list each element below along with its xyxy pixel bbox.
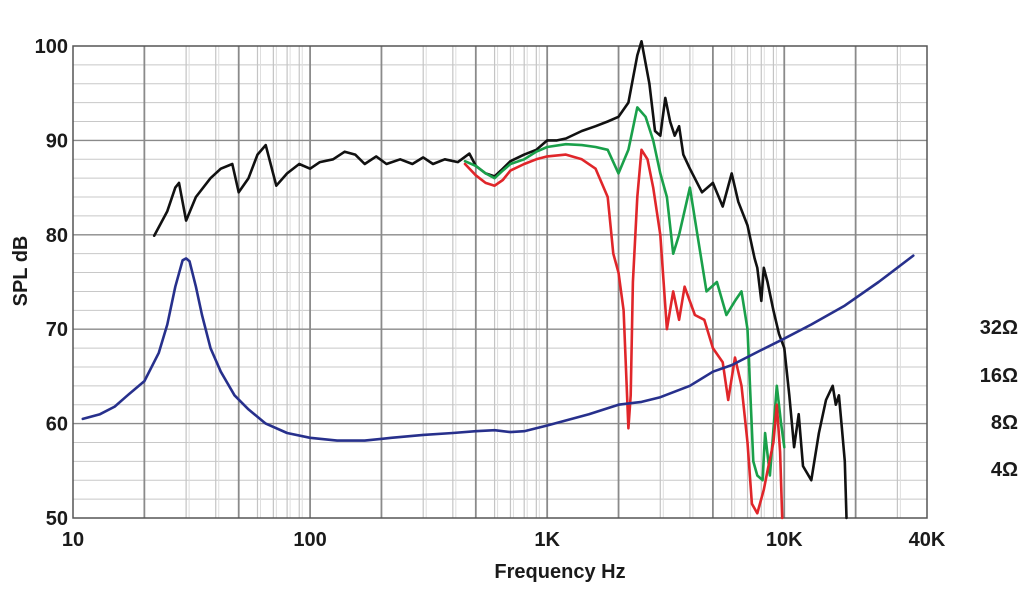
x-tick-labels: 10 100 1K 10K 40K	[62, 529, 946, 551]
spl-series-black	[152, 39, 848, 520]
impedance-series-blue	[81, 254, 915, 442]
impedance-label-16: 16Ω	[980, 365, 1018, 387]
impedance-label-8: 8Ω	[991, 412, 1018, 434]
y-tick-label: 100	[35, 36, 68, 58]
x-tick-label: 1K	[534, 529, 560, 551]
x-tick-label: 40K	[909, 529, 946, 551]
plot-frame	[72, 45, 928, 519]
impedance-label-4: 4Ω	[991, 459, 1018, 481]
major-gridlines	[73, 46, 927, 518]
y-tick-label: 90	[46, 130, 68, 152]
x-tick-label: 10	[62, 529, 84, 551]
y-tick-label: 70	[46, 319, 68, 341]
y-tick-labels: 50 60 70 80 90 100	[35, 36, 68, 530]
x-tick-label: 100	[293, 529, 326, 551]
spl-series-red	[463, 148, 784, 520]
x-axis-title: Frequency Hz	[494, 561, 625, 583]
y-tick-label: 80	[46, 225, 68, 247]
series-layer	[81, 39, 915, 520]
x-tick-label: 10K	[766, 529, 803, 551]
impedance-label-32: 32Ω	[980, 317, 1018, 339]
spl-series-green	[463, 106, 786, 482]
impedance-labels: 32Ω 16Ω 8Ω 4Ω	[980, 317, 1018, 481]
y-tick-label: 50	[46, 508, 68, 530]
y-axis-title: SPL dB	[10, 236, 32, 307]
minor-gridlines	[73, 46, 927, 518]
y-tick-label: 60	[46, 414, 68, 436]
